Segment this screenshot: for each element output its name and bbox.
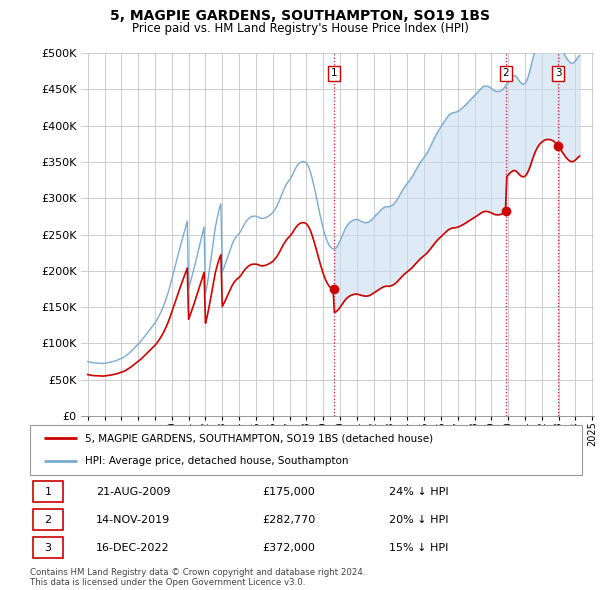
Text: 16-DEC-2022: 16-DEC-2022 [96,543,170,553]
Text: £372,000: £372,000 [262,543,315,553]
FancyBboxPatch shape [30,425,582,475]
Text: 21-AUG-2009: 21-AUG-2009 [96,487,171,497]
Text: 24% ↓ HPI: 24% ↓ HPI [389,487,448,497]
Text: 2: 2 [503,68,509,78]
Text: Price paid vs. HM Land Registry's House Price Index (HPI): Price paid vs. HM Land Registry's House … [131,22,469,35]
Text: £175,000: £175,000 [262,487,314,497]
Text: 15% ↓ HPI: 15% ↓ HPI [389,543,448,553]
Text: 5, MAGPIE GARDENS, SOUTHAMPTON, SO19 1BS (detached house): 5, MAGPIE GARDENS, SOUTHAMPTON, SO19 1BS… [85,433,433,443]
Text: £282,770: £282,770 [262,515,315,525]
FancyBboxPatch shape [33,481,63,502]
Text: 1: 1 [331,68,337,78]
Text: 14-NOV-2019: 14-NOV-2019 [96,515,170,525]
FancyBboxPatch shape [33,509,63,530]
Text: Contains HM Land Registry data © Crown copyright and database right 2024.
This d: Contains HM Land Registry data © Crown c… [30,568,365,587]
Text: 2: 2 [44,515,52,525]
Text: 5, MAGPIE GARDENS, SOUTHAMPTON, SO19 1BS: 5, MAGPIE GARDENS, SOUTHAMPTON, SO19 1BS [110,9,490,23]
FancyBboxPatch shape [33,537,63,558]
Text: 3: 3 [554,68,562,78]
Text: 3: 3 [44,543,52,553]
Text: 20% ↓ HPI: 20% ↓ HPI [389,515,448,525]
Text: 1: 1 [44,487,52,497]
Text: HPI: Average price, detached house, Southampton: HPI: Average price, detached house, Sout… [85,457,349,467]
